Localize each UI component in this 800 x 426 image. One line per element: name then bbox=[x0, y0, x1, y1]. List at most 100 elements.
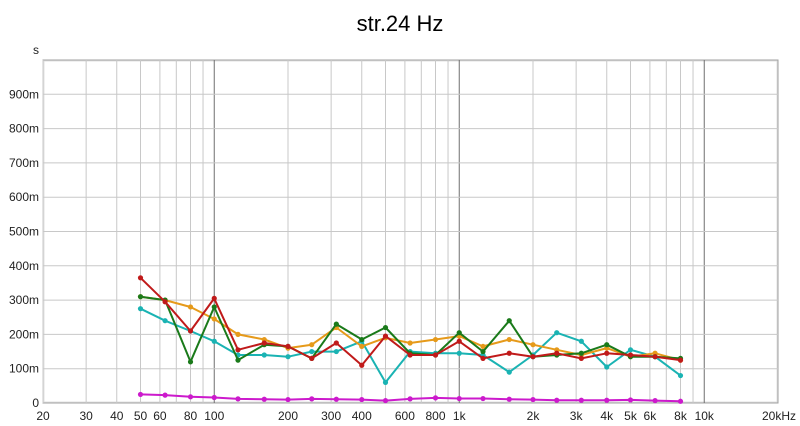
x-tick-label: 50 bbox=[134, 409, 148, 423]
x-tick-label: 6k bbox=[644, 409, 658, 423]
y-tick-label: 300m bbox=[9, 293, 39, 307]
data-point bbox=[309, 355, 315, 362]
x-tick-label: 40 bbox=[110, 409, 124, 423]
data-point bbox=[211, 316, 217, 322]
data-point bbox=[137, 275, 144, 281]
data-point bbox=[261, 352, 267, 358]
x-tick-label: 60 bbox=[153, 409, 167, 423]
x-tick-label: 80 bbox=[184, 409, 198, 423]
data-point bbox=[235, 347, 241, 353]
data-point bbox=[604, 350, 610, 356]
x-tick-label: 100 bbox=[204, 409, 224, 423]
data-point bbox=[333, 348, 339, 355]
data-point bbox=[578, 397, 584, 403]
data-point bbox=[187, 394, 194, 400]
data-point bbox=[333, 396, 339, 402]
data-point bbox=[652, 354, 658, 360]
data-point bbox=[554, 350, 560, 356]
data-series bbox=[137, 275, 684, 404]
data-point bbox=[309, 348, 315, 355]
data-point bbox=[162, 318, 168, 324]
data-point bbox=[137, 306, 144, 312]
data-point bbox=[187, 304, 194, 310]
data-point bbox=[432, 395, 439, 401]
y-axis-ticks: 0 100m 200m 300m 400m 500m 600m 700m 800m 900m bbox=[9, 87, 39, 410]
data-point bbox=[480, 348, 486, 355]
data-point bbox=[285, 343, 291, 350]
data-point bbox=[211, 295, 217, 301]
data-point bbox=[578, 350, 584, 356]
y-tick-label: 400m bbox=[9, 259, 39, 273]
data-point bbox=[578, 355, 584, 362]
chart-title: str.24 Hz bbox=[357, 11, 444, 36]
data-point bbox=[652, 397, 658, 404]
y-tick-label: 0 bbox=[32, 396, 39, 410]
data-point bbox=[235, 357, 241, 363]
data-point bbox=[359, 336, 365, 343]
data-point bbox=[382, 397, 389, 404]
x-tick-label: 800 bbox=[425, 409, 445, 423]
x-axis-ticks: 20 30 40 50 60 80 100 200 300 400 600 800 1k 2k 3k 4k 5k… bbox=[36, 409, 796, 423]
data-point bbox=[359, 343, 365, 350]
data-point bbox=[506, 396, 512, 402]
data-point bbox=[359, 396, 365, 403]
data-point bbox=[211, 338, 217, 344]
x-tick-label: 200 bbox=[278, 409, 298, 423]
data-point bbox=[432, 352, 439, 358]
y-tick-label: 500m bbox=[9, 225, 39, 239]
data-point bbox=[530, 354, 536, 360]
data-point bbox=[407, 340, 413, 346]
data-point bbox=[578, 338, 584, 344]
x-tick-label: 4k bbox=[600, 409, 614, 423]
x-tick-label: 400 bbox=[352, 409, 372, 423]
data-point bbox=[333, 321, 339, 327]
data-point bbox=[480, 355, 486, 362]
data-point bbox=[627, 347, 634, 353]
data-point bbox=[506, 350, 512, 356]
data-point bbox=[407, 396, 413, 402]
data-point bbox=[604, 364, 610, 370]
x-tick-label: 20kHz bbox=[762, 409, 796, 423]
x-tick-label: 1k bbox=[453, 409, 467, 423]
x-tick-label: 8k bbox=[674, 409, 688, 423]
x-tick-label: 3k bbox=[570, 409, 584, 423]
data-point bbox=[604, 342, 610, 348]
data-point bbox=[432, 336, 439, 343]
data-point bbox=[261, 396, 267, 402]
data-point bbox=[333, 340, 339, 346]
data-point bbox=[285, 354, 291, 360]
data-point bbox=[480, 343, 486, 350]
data-point bbox=[627, 352, 634, 358]
data-point bbox=[211, 394, 217, 401]
x-tick-label: 2k bbox=[527, 409, 541, 423]
data-point bbox=[554, 397, 560, 403]
y-axis-unit-label: s bbox=[33, 43, 39, 57]
data-point bbox=[187, 359, 194, 365]
data-point bbox=[235, 396, 241, 402]
x-tick-label: 20 bbox=[36, 409, 50, 423]
y-tick-label: 800m bbox=[9, 122, 39, 136]
data-point bbox=[382, 333, 389, 339]
x-tick-label: 10k bbox=[695, 409, 715, 423]
data-point bbox=[506, 369, 512, 375]
x-tick-label: 30 bbox=[79, 409, 93, 423]
y-tick-label: 200m bbox=[9, 327, 39, 341]
data-point bbox=[677, 372, 684, 379]
data-point bbox=[359, 362, 365, 368]
data-point bbox=[456, 338, 462, 344]
data-point bbox=[677, 357, 684, 363]
data-point bbox=[530, 342, 536, 348]
data-point bbox=[456, 350, 462, 356]
data-point bbox=[627, 397, 634, 403]
y-tick-label: 600m bbox=[9, 190, 39, 204]
data-point bbox=[480, 395, 486, 402]
data-point bbox=[187, 328, 194, 334]
data-point bbox=[530, 396, 536, 403]
y-tick-label: 100m bbox=[9, 362, 39, 376]
data-point bbox=[261, 340, 267, 346]
y-tick-label: 900m bbox=[9, 87, 39, 101]
data-point bbox=[309, 342, 315, 348]
data-point bbox=[137, 391, 144, 398]
data-point bbox=[162, 392, 168, 398]
